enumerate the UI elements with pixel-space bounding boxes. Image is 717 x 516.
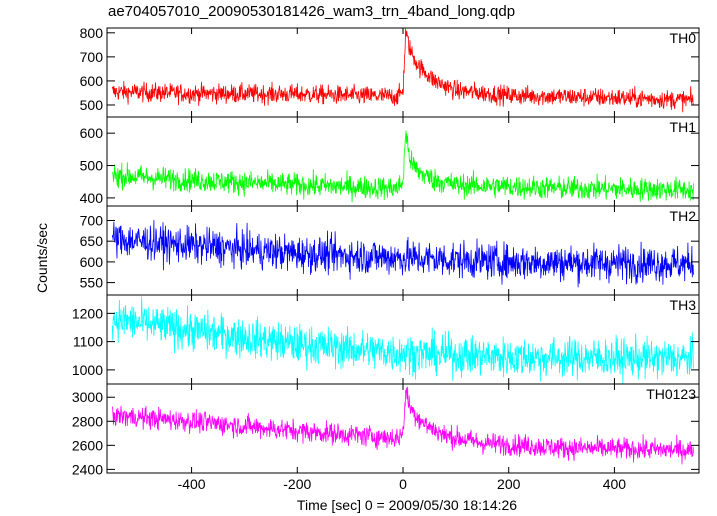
y-tick-label: 600 xyxy=(80,125,104,141)
x-tick-label: 200 xyxy=(497,476,521,492)
series-line-th1 xyxy=(111,130,694,203)
panel-frame-th3 xyxy=(106,294,700,385)
series-line-th0123 xyxy=(111,386,694,465)
y-tick-label: 2400 xyxy=(72,461,103,477)
panel-frame-th2 xyxy=(106,205,700,296)
y-tick-label: 2800 xyxy=(72,413,103,429)
y-tick-label: 500 xyxy=(80,158,104,174)
y-tick-label: 3000 xyxy=(72,389,103,405)
y-tick-label: 1000 xyxy=(72,362,103,378)
panel-label-th1: TH1 xyxy=(670,119,697,135)
series-line-th2 xyxy=(111,220,694,288)
y-tick-label: 650 xyxy=(80,233,104,249)
y-tick-label: 800 xyxy=(80,25,104,41)
x-tick-label: -400 xyxy=(178,476,206,492)
panel-label-th2: TH2 xyxy=(670,208,697,224)
panel-frame-th1 xyxy=(106,116,700,207)
y-tick-label: 1100 xyxy=(73,334,103,350)
x-tick-label: 0 xyxy=(399,476,407,492)
panel-label-th3: TH3 xyxy=(670,297,697,313)
y-tick-label: 1200 xyxy=(72,305,103,321)
y-tick-label: 2600 xyxy=(72,437,103,453)
y-tick-label: 550 xyxy=(80,275,104,291)
x-tick-label: -200 xyxy=(283,476,311,492)
chart-title: ae704057010_20090530181426_wam3_trn_4ban… xyxy=(108,3,516,20)
series-line-th0 xyxy=(111,28,694,113)
y-tick-label: 700 xyxy=(80,49,104,65)
y-tick-label: 400 xyxy=(80,190,104,206)
series-line-th3 xyxy=(111,296,694,384)
x-tick-label: 400 xyxy=(603,476,627,492)
y-tick-label: 600 xyxy=(80,254,104,270)
panel-label-th0123: TH0123 xyxy=(646,386,696,402)
y-tick-label: 500 xyxy=(80,97,104,113)
y-tick-label: 700 xyxy=(80,212,104,228)
panel-label-th0: TH0 xyxy=(670,30,697,46)
y-tick-label: 600 xyxy=(80,73,104,89)
x-axis-label: Time [sec] 0 = 2009/05/30 18:14:26 xyxy=(296,497,518,513)
